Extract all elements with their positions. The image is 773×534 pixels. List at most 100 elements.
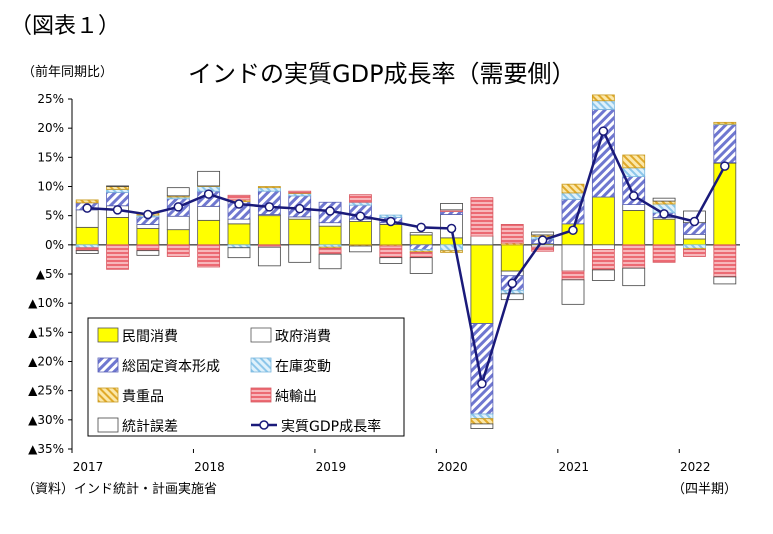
legend-label: 統計誤差 <box>122 419 178 435</box>
legend-swatch-consumption <box>97 327 119 343</box>
bar-segment-net_exports <box>379 245 403 259</box>
bar-segment-net_exports <box>288 190 312 194</box>
bar-segment-net_exports <box>652 244 676 263</box>
bar-segment-government <box>591 244 615 250</box>
legend-swatch-government <box>250 327 272 343</box>
bar-segment-valuables <box>561 183 585 194</box>
bar-segment-net_exports <box>622 244 646 269</box>
gdp-growth-point <box>234 199 244 209</box>
bar-segment-net_exports <box>227 194 251 201</box>
gdp-growth-point <box>537 235 548 245</box>
chart-title: インドの実質GDP成長率（需要側） <box>188 60 576 88</box>
bar-segment-consumption <box>591 196 615 246</box>
bar-segment-net_exports <box>500 224 524 244</box>
bar-segment-valuables <box>713 121 737 125</box>
bar-segment-valuables <box>75 199 99 204</box>
bar-segment-government <box>166 215 190 231</box>
legend-label: 貴重品 <box>122 389 164 405</box>
bar-segment-discrepancy <box>622 267 646 287</box>
legend-label: 政府消費 <box>275 329 331 345</box>
legend-swatch-net_exports <box>250 387 272 403</box>
bar-segment-inventory <box>470 413 494 420</box>
bar-segment-inventory <box>227 244 251 249</box>
legend-swatch-gfcf <box>97 357 119 373</box>
bar-segment-discrepancy <box>531 231 555 236</box>
bar-segment-consumption <box>288 218 312 246</box>
gdp-growth-point <box>173 202 184 212</box>
bar-segment-consumption <box>622 210 646 246</box>
bar-segment-inventory <box>561 192 585 200</box>
x-year-label: 2022 <box>680 460 711 474</box>
bar-segment-consumption <box>318 225 342 246</box>
gdp-growth-point <box>82 203 92 213</box>
legend-swatch-valuables <box>97 387 119 403</box>
legend-label: 純輸出 <box>275 389 317 405</box>
figure-label: （図表１） <box>10 14 121 39</box>
bar-segment-consumption <box>409 234 433 246</box>
bar-segment-discrepancy <box>409 257 433 274</box>
bar-segment-consumption <box>166 229 190 246</box>
bar-segment-government <box>561 244 585 272</box>
bar-segment-valuables <box>257 186 281 189</box>
gdp-growth-point <box>203 189 214 199</box>
y-tick-label: ▲5% <box>36 267 64 281</box>
bar-segment-net_exports <box>166 244 190 257</box>
gdp-growth-point <box>477 378 487 389</box>
bar-segment-consumption <box>652 218 676 246</box>
bar-segment-consumption <box>683 238 706 246</box>
bar-segment-consumption <box>106 217 129 246</box>
bar-segment-discrepancy <box>713 276 737 285</box>
bar-segment-inventory <box>106 189 129 193</box>
bar-segment-government <box>622 204 646 211</box>
bar-segment-net_exports <box>75 247 99 252</box>
bar-segment-discrepancy <box>440 203 463 211</box>
bar-segment-inventory <box>440 244 463 252</box>
bar-segment-government <box>470 235 494 246</box>
legend-label: 総固定資本形成 <box>122 359 220 375</box>
y-tick-label: ▲20% <box>28 355 64 369</box>
bar-segment-consumption <box>197 219 221 246</box>
bar-segment-consumption <box>349 221 372 246</box>
y-tick-label: ▲30% <box>28 413 64 427</box>
bar-segment-discrepancy <box>470 423 494 429</box>
legend-label: 民間消費 <box>122 329 178 345</box>
bar-segment-consumption <box>470 244 494 324</box>
bar-segment-government <box>197 205 221 221</box>
bar-segment-discrepancy <box>136 250 160 256</box>
bar-segment-government <box>409 232 433 236</box>
gdp-growth-point <box>355 211 366 221</box>
gdp-growth-point <box>294 203 305 214</box>
bar-segment-inventory <box>349 201 372 206</box>
source-note: （資料）インド統計・計画実施省 <box>22 482 218 497</box>
bar-segment-discrepancy <box>349 245 372 253</box>
bar-segment-discrepancy <box>591 269 615 281</box>
gdp-growth-point <box>416 222 426 233</box>
gdp-growth-point <box>143 209 153 220</box>
y-tick-label: ▲35% <box>28 442 64 456</box>
bar-segment-gfcf <box>440 211 463 215</box>
y-tick-label: ▲10% <box>28 296 64 310</box>
bar-segment-gfcf <box>470 323 494 415</box>
legend-swatch-discrepancy <box>97 417 119 433</box>
bar-segment-net_exports <box>409 252 433 259</box>
gdp-growth-point <box>325 206 335 216</box>
bar-segment-inventory <box>683 244 706 249</box>
gdp-growth-point <box>386 216 396 227</box>
bar-segment-inventory <box>500 289 524 295</box>
bar-segment-gfcf <box>409 244 433 250</box>
bar-segment-net_exports <box>136 244 160 252</box>
bar-segment-government <box>227 218 251 225</box>
y-tick-label: ▲25% <box>28 384 64 398</box>
x-year-label: 2021 <box>559 460 590 474</box>
gdp-growth-point <box>598 126 609 136</box>
bar-segment-net_exports <box>349 194 372 203</box>
gdp-growth-point <box>628 191 639 201</box>
bar-segment-inventory <box>75 244 99 249</box>
gdp-growth-point <box>720 161 730 171</box>
bar-segment-inventory <box>622 167 646 177</box>
gdp-growth-point <box>112 205 123 215</box>
bar-segment-discrepancy <box>75 250 99 254</box>
bar-segment-consumption <box>257 215 281 246</box>
bar-segment-discrepancy <box>166 187 190 197</box>
bar-segment-inventory <box>257 187 281 192</box>
